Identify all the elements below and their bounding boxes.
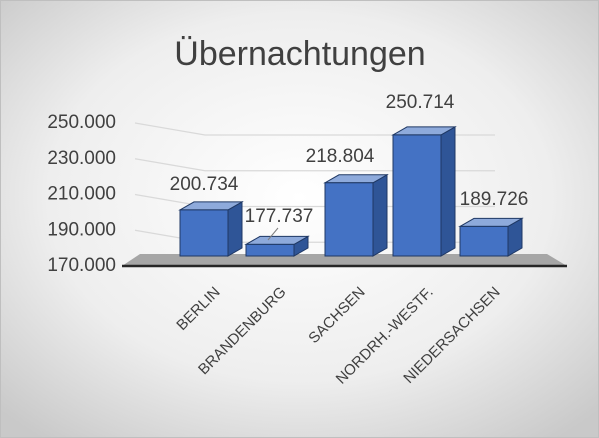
data-label: 177.737: [245, 206, 314, 227]
y-tick-label: 210.000: [47, 184, 116, 205]
bar: [392, 134, 442, 257]
data-label: 218.804: [306, 146, 375, 167]
bar-side: [372, 173, 388, 257]
chart-title: Übernachtungen: [174, 35, 425, 73]
y-tick-label: 230.000: [47, 148, 116, 169]
y-tick-label: 250.000: [47, 112, 116, 133]
bar-side: [227, 201, 243, 257]
bar: [459, 225, 509, 257]
y-tick-label: 190.000: [47, 219, 116, 240]
bar-side: [440, 126, 456, 257]
leader-line: [267, 227, 279, 241]
data-label: 189.726: [460, 189, 529, 210]
data-label: 200.734: [170, 174, 239, 195]
bar: [245, 243, 295, 257]
data-label: 250.714: [386, 92, 455, 113]
y-tick-label: 170.000: [47, 255, 116, 276]
floor: [122, 254, 567, 266]
bar: [179, 209, 229, 257]
bar: [324, 182, 374, 257]
